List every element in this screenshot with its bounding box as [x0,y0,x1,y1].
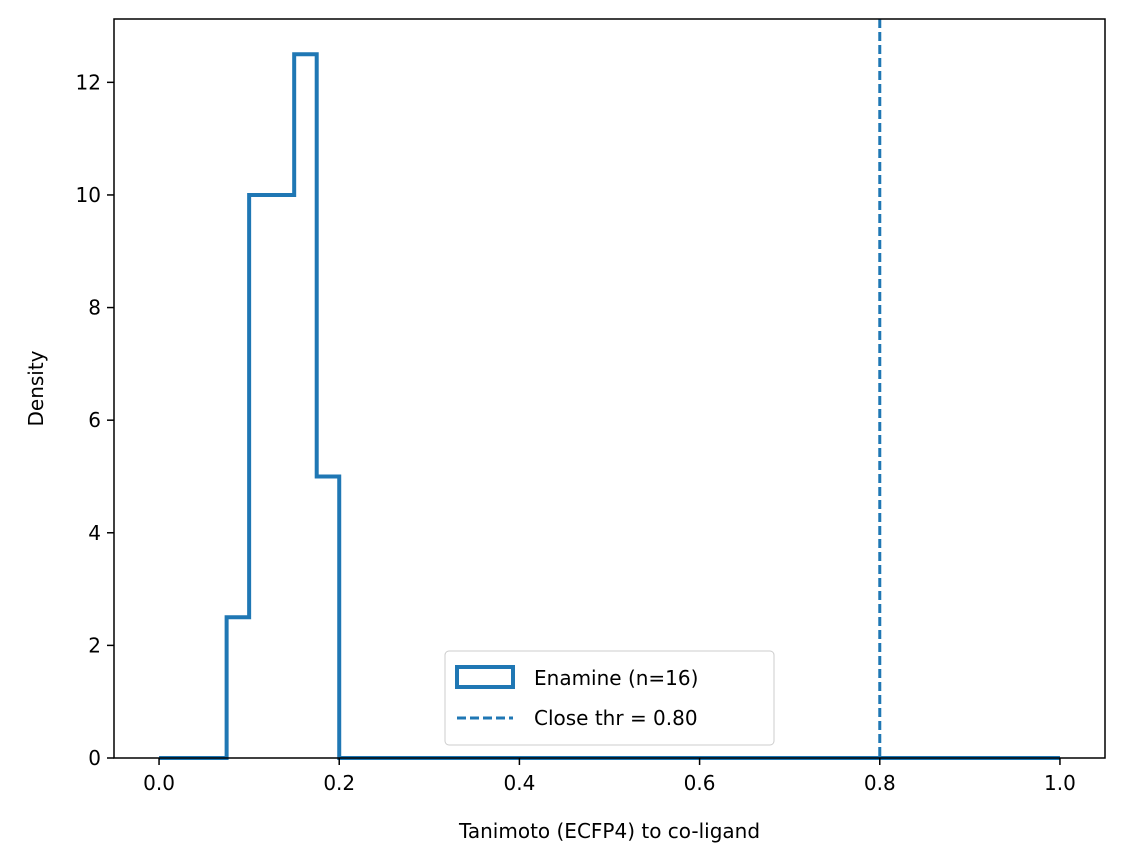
y-axis-label: Density [24,350,48,426]
y-axis-ticks: 0 2 4 6 8 10 12 [76,70,114,770]
x-axis-label: Tanimoto (ECFP4) to co-ligand [458,819,760,843]
x-tick-label: 1.0 [1044,771,1076,795]
y-tick-label: 12 [76,70,101,94]
x-axis-ticks: 0.0 0.2 0.4 0.6 0.8 1.0 [143,758,1076,795]
y-tick-label: 8 [88,296,101,320]
legend-label-histogram: Enamine (n=16) [534,666,698,690]
axes-frame [113,18,1106,759]
y-tick-label: 0 [88,746,101,770]
y-tick-label: 4 [88,521,101,545]
legend-swatch-histogram [455,665,515,689]
plot-area [159,19,1060,760]
x-tick-label: 0.0 [143,771,175,795]
y-tick-label: 6 [88,408,101,432]
legend-box [444,650,775,746]
x-tick-label: 0.6 [684,771,716,795]
x-tick-label: 0.2 [323,771,355,795]
x-tick-label: 0.4 [504,771,536,795]
legend-label-threshold: Close thr = 0.80 [534,706,698,730]
y-tick-label: 2 [88,633,101,657]
legend: Enamine (n=16) Close thr = 0.80 [444,650,775,746]
x-tick-label: 0.8 [864,771,896,795]
y-tick-label: 10 [76,183,101,207]
